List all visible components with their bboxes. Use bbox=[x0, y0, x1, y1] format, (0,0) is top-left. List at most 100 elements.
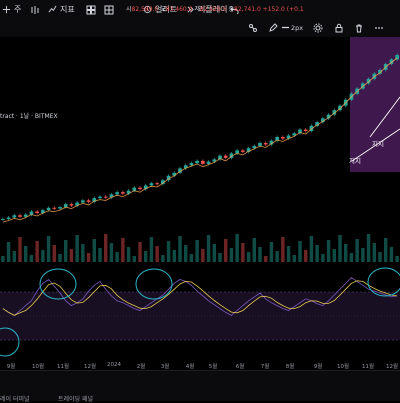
tab-terminal[interactable]: 레이 터미널 bbox=[0, 396, 30, 403]
candle-body bbox=[98, 196, 102, 199]
candle-body bbox=[12, 215, 17, 218]
candle-body bbox=[69, 204, 74, 206]
time-axis-label: 4월 bbox=[185, 364, 195, 370]
chart-type-icon[interactable] bbox=[30, 0, 40, 19]
replay-button[interactable]: 리플레이 bbox=[186, 0, 227, 19]
volume-bar bbox=[281, 237, 285, 262]
volume-bar bbox=[178, 236, 182, 262]
volume-bar bbox=[46, 236, 51, 262]
candle-body bbox=[223, 155, 228, 158]
support-line-2 bbox=[369, 96, 400, 138]
oscillator-circle bbox=[0, 327, 20, 357]
volume-bar bbox=[275, 251, 279, 262]
time-axis-label: 9월 bbox=[6, 364, 16, 370]
oscillator-circle bbox=[367, 267, 400, 297]
replay-label: 리플레이 bbox=[198, 5, 228, 14]
candle-body bbox=[332, 110, 337, 115]
candle-body bbox=[201, 160, 205, 164]
volume-bar bbox=[41, 250, 45, 262]
volume-bar bbox=[121, 238, 125, 262]
volume-bar bbox=[395, 256, 399, 262]
indicators-icon bbox=[48, 5, 57, 14]
candle-body bbox=[35, 211, 39, 214]
chart-canvas[interactable] bbox=[0, 37, 400, 370]
volume-bar bbox=[149, 237, 154, 262]
interval-selector[interactable]: 주 bbox=[14, 0, 21, 19]
support-line-1 bbox=[351, 128, 400, 162]
volume-bar bbox=[264, 256, 268, 262]
ohlc-readout: 시82,589.0 고83,460.0 저82,429.5 종82,741.0 … bbox=[126, 4, 304, 13]
volume-bar bbox=[224, 239, 228, 262]
high-value: 83,460.0 bbox=[165, 6, 193, 13]
candle-body bbox=[52, 207, 57, 209]
time-axis-label: 8월 bbox=[285, 364, 295, 370]
volume-bar bbox=[115, 252, 119, 262]
candle-body bbox=[241, 150, 245, 152]
volume-bar bbox=[12, 251, 16, 262]
drawing-object-icon[interactable] bbox=[248, 21, 258, 35]
volume-bar bbox=[109, 243, 114, 262]
candle-body bbox=[46, 207, 51, 211]
candle-body bbox=[218, 155, 222, 160]
volume-bar bbox=[246, 252, 251, 262]
volume-bar bbox=[269, 242, 274, 262]
candle-body bbox=[23, 214, 28, 217]
volume-bar bbox=[104, 234, 108, 262]
grid-icon[interactable] bbox=[104, 0, 114, 19]
time-axis-label: 9월 bbox=[313, 364, 323, 370]
alert-button[interactable]: 얼러트 bbox=[143, 0, 177, 19]
line-width-label: 2px bbox=[291, 24, 304, 32]
volume-bar bbox=[229, 248, 234, 262]
volume-bar bbox=[241, 243, 245, 262]
volume-bar bbox=[69, 249, 74, 262]
candle-body bbox=[143, 185, 148, 190]
line-width-selector[interactable]: 2px bbox=[282, 21, 303, 35]
volume-bar bbox=[144, 251, 148, 262]
undo-icon[interactable] bbox=[230, 0, 239, 19]
more-icon[interactable] bbox=[374, 21, 384, 35]
candle-body bbox=[115, 192, 119, 195]
volume-bar bbox=[338, 235, 342, 262]
volume-bar bbox=[321, 254, 325, 262]
toolbar-tool-icon[interactable] bbox=[2, 0, 11, 19]
volume-bar bbox=[1, 256, 5, 262]
low-value: 82,429.5 bbox=[199, 6, 227, 13]
candle-body bbox=[183, 165, 188, 169]
candle-body bbox=[229, 153, 234, 158]
candle-body bbox=[161, 180, 165, 184]
volume-bar bbox=[75, 235, 79, 262]
interval-label: 주 bbox=[14, 5, 22, 14]
volume-bar bbox=[315, 245, 319, 262]
tab-trading-panel[interactable]: 트레이딩 패널 bbox=[58, 396, 94, 403]
pen-icon[interactable] bbox=[268, 21, 278, 35]
time-axis-label: 6월 bbox=[235, 364, 245, 370]
candle-body bbox=[103, 196, 108, 198]
volume-bar bbox=[304, 250, 308, 262]
highlight-zone bbox=[350, 37, 400, 172]
volume-bar bbox=[309, 236, 314, 262]
open-value: 82,589.0 bbox=[131, 6, 159, 13]
settings-icon[interactable] bbox=[313, 21, 323, 35]
delete-icon[interactable] bbox=[354, 21, 364, 35]
candle-body bbox=[292, 133, 297, 136]
candle-body bbox=[92, 198, 97, 202]
candle-body bbox=[286, 135, 291, 139]
layout-icon[interactable] bbox=[86, 0, 96, 19]
support-label-2: 지지 bbox=[372, 140, 384, 148]
volume-bar bbox=[286, 246, 291, 262]
indicators-label: 지표 bbox=[60, 5, 75, 14]
time-axis-label: 2024 bbox=[107, 362, 121, 368]
candle-body bbox=[86, 200, 91, 202]
volume-bar bbox=[52, 245, 56, 262]
lock-icon[interactable] bbox=[334, 21, 344, 35]
time-axis-label: 10월 bbox=[31, 364, 45, 370]
candle-body bbox=[315, 122, 319, 126]
volume-bar bbox=[81, 244, 85, 262]
volume-bar bbox=[326, 240, 331, 262]
candle-body bbox=[41, 210, 45, 214]
candle-body bbox=[29, 211, 34, 215]
indicators-button[interactable]: 지표 bbox=[48, 0, 75, 19]
candle-body bbox=[212, 159, 217, 162]
candle-body bbox=[1, 219, 5, 220]
candle-body bbox=[155, 183, 159, 185]
